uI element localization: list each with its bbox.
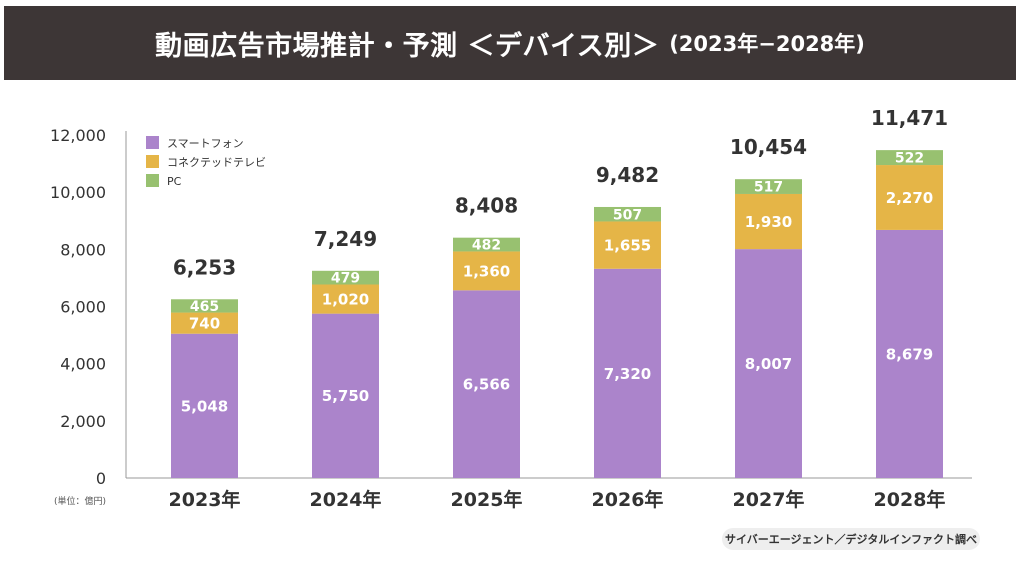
bar-segment-smartphone [453, 290, 520, 478]
unit-label: (単位：億円) [54, 495, 106, 507]
legend-label: コネクテッドテレビ [167, 156, 266, 169]
bar-total-label: 8,408 [455, 194, 518, 218]
bar-value-label: 1,020 [322, 290, 369, 308]
bar-segment-smartphone [312, 313, 379, 478]
bar-value-label: 740 [189, 315, 220, 333]
bar-value-label: 507 [613, 207, 642, 223]
bar-value-label: 2,270 [886, 189, 933, 207]
bar-segment-ctv [594, 221, 661, 269]
bar-total-label: 7,249 [314, 227, 377, 251]
legend-label: PC [167, 175, 182, 188]
chart-subtitle: (2023年−2028年) [669, 32, 865, 56]
bar-total-label: 10,454 [730, 135, 807, 159]
bar-total-label: 11,471 [871, 106, 948, 130]
y-tick-label: 8,000 [60, 240, 106, 259]
bar-value-label: 5,048 [181, 397, 228, 415]
bar-value-label: 1,360 [463, 262, 510, 280]
bar-segment-smartphone [876, 229, 943, 478]
x-tick-label: 2027年 [733, 488, 805, 511]
x-tick-label: 2026年 [592, 488, 664, 511]
bar-value-label: 1,655 [604, 237, 651, 255]
bar-segment-pc [735, 179, 802, 194]
legend-swatch-ctv [146, 155, 159, 168]
bar-segment-smartphone [171, 333, 238, 478]
source-badge: サイバーエージェント／デジタルインファクト調べ [722, 528, 980, 550]
x-tick-label: 2023年 [169, 488, 241, 511]
bar-segment-ctv [171, 312, 238, 334]
bar-value-label: 482 [472, 238, 501, 254]
chart-title: 動画広告市場推計・予測 ＜デバイス別＞ [155, 30, 660, 62]
bar-value-label: 465 [190, 299, 219, 315]
bar-value-label: 5,750 [322, 387, 369, 405]
y-tick-label: 6,000 [60, 298, 106, 317]
bar-segment-pc [312, 270, 379, 285]
y-tick-label: 4,000 [60, 355, 106, 374]
legend-label: スマートフォン [167, 137, 244, 150]
bar-value-label: 7,320 [604, 365, 651, 383]
bar-value-label: 1,930 [745, 213, 792, 231]
bar-value-label: 8,679 [886, 345, 933, 363]
y-tick-label: 12,000 [50, 126, 106, 145]
bar-total-label: 9,482 [596, 163, 659, 187]
bar-total-label: 6,253 [173, 255, 236, 279]
bar-segment-pc [594, 206, 661, 222]
legend-swatch-smartphone [146, 136, 159, 149]
legend-swatch-pc [146, 174, 159, 187]
bar-segment-ctv [735, 193, 802, 250]
bar-segment-pc [453, 237, 520, 252]
x-tick-label: 2024年 [310, 488, 382, 511]
bar-value-label: 479 [331, 271, 360, 287]
bar-segment-ctv [453, 251, 520, 291]
bar-value-label: 8,007 [745, 355, 792, 373]
title-bar: 動画広告市場推計・予測 ＜デバイス別＞ (2023年−2028年) [4, 6, 1016, 80]
bar-segment-smartphone [594, 268, 661, 478]
x-tick-label: 2025年 [451, 488, 523, 511]
y-tick-label: 0 [96, 469, 106, 488]
bar-value-label: 6,566 [463, 376, 510, 394]
bar-segment-pc [876, 150, 943, 166]
y-tick-label: 2,000 [60, 412, 106, 431]
bar-segment-smartphone [735, 249, 802, 478]
bar-segment-ctv [876, 165, 943, 230]
y-tick-label: 10,000 [50, 183, 106, 202]
x-tick-label: 2028年 [874, 488, 946, 511]
bar-value-label: 517 [754, 180, 783, 196]
bar-segment-pc [171, 299, 238, 313]
bar-segment-ctv [312, 284, 379, 314]
bar-value-label: 522 [895, 151, 924, 167]
